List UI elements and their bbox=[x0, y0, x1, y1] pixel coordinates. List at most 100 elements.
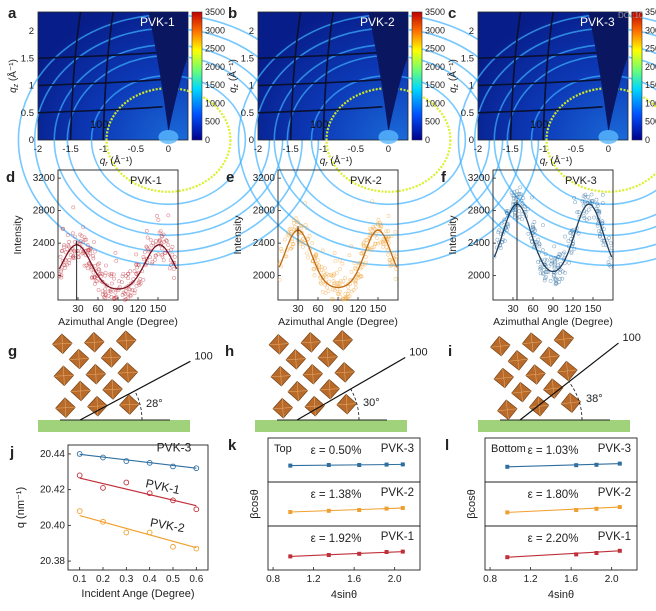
data-point bbox=[108, 288, 113, 293]
data-point bbox=[368, 231, 373, 236]
colorbar-tick: 3000 bbox=[205, 25, 225, 35]
fit-line bbox=[507, 462, 622, 468]
data-point bbox=[149, 243, 154, 248]
data-point bbox=[572, 246, 577, 251]
data-point bbox=[311, 267, 316, 271]
x-tick-label: 2.0 bbox=[388, 574, 402, 585]
data-point bbox=[172, 254, 177, 259]
y-tick-label: 1 bbox=[29, 81, 34, 92]
x-tick-label: -1 bbox=[99, 144, 107, 155]
octahedron-edge bbox=[84, 341, 105, 343]
octahedron bbox=[70, 380, 91, 402]
data-point bbox=[120, 293, 125, 297]
octahedron-edge bbox=[85, 373, 106, 375]
data-point bbox=[376, 217, 381, 222]
data-point bbox=[144, 228, 149, 233]
data-point bbox=[517, 215, 522, 219]
octahedron-edge bbox=[508, 358, 528, 362]
data-point bbox=[141, 255, 146, 259]
data-point bbox=[594, 197, 599, 202]
strain-label: ε = 2.20% bbox=[528, 533, 579, 545]
plane-normal-line bbox=[519, 342, 619, 421]
data-point bbox=[595, 201, 600, 206]
octahedron-edge bbox=[511, 390, 532, 394]
data-point bbox=[572, 195, 577, 200]
data-point bbox=[562, 250, 567, 255]
azimuthal-plot-e: e 30 60 90 120 150 2000 2400 2800 3200 PVK-2 Azimut… bbox=[226, 169, 399, 328]
data-point bbox=[113, 290, 118, 295]
octahedron bbox=[68, 348, 90, 370]
data-point bbox=[393, 276, 398, 281]
data-point bbox=[96, 267, 101, 272]
x-axis-label: 4sinθ bbox=[548, 589, 574, 601]
data-point bbox=[597, 209, 602, 214]
data-point bbox=[160, 254, 165, 259]
ring-label: 100 bbox=[310, 119, 328, 131]
data-point bbox=[352, 278, 357, 283]
data-point bbox=[332, 251, 337, 255]
data-point bbox=[320, 248, 325, 253]
data-point bbox=[171, 267, 176, 272]
octahedron-edge bbox=[70, 390, 91, 392]
data-point bbox=[123, 458, 130, 464]
colorbar-tick: 0 bbox=[645, 135, 650, 145]
y-tick-label: 2800 bbox=[468, 206, 491, 217]
data-point bbox=[100, 518, 106, 525]
wh-plot-k: k PVK-3 ε = 0.50% PVK-2 ε = 1.38% PVK-1 ε = 1.… bbox=[228, 437, 421, 601]
data-point bbox=[136, 280, 141, 285]
colorbar-tick: 2500 bbox=[425, 44, 445, 54]
data-point bbox=[68, 253, 73, 257]
data-point bbox=[76, 472, 83, 479]
x-tick-label: 60 bbox=[92, 304, 104, 315]
data-point bbox=[307, 233, 312, 238]
data-point bbox=[326, 553, 331, 557]
qr-gridline bbox=[542, 11, 555, 141]
data-point bbox=[357, 463, 362, 467]
octahedron-edge bbox=[69, 358, 89, 360]
data-point bbox=[312, 267, 317, 272]
y-tick-label: 1 bbox=[249, 81, 254, 92]
x-tick-label: 150 bbox=[370, 304, 387, 315]
colorbar-tick: 1500 bbox=[425, 80, 445, 90]
beamstop-glow bbox=[158, 130, 179, 144]
octahedron bbox=[511, 381, 532, 403]
data-point bbox=[84, 237, 89, 242]
data-point bbox=[323, 266, 327, 271]
x-tick-label: 1.6 bbox=[564, 574, 578, 585]
data-point bbox=[156, 218, 161, 222]
octahedron bbox=[287, 380, 309, 402]
octahedron bbox=[319, 378, 341, 400]
data-point bbox=[346, 294, 351, 299]
x-tick-label: 60 bbox=[312, 304, 324, 315]
data-point bbox=[103, 273, 107, 278]
octahedron bbox=[332, 330, 354, 351]
qr-gridline bbox=[69, 11, 82, 141]
data-point bbox=[583, 192, 588, 197]
data-point bbox=[123, 289, 128, 293]
data-point bbox=[123, 479, 130, 486]
data-point bbox=[346, 284, 350, 289]
colorbar bbox=[411, 11, 423, 141]
y-tick-label: 2 bbox=[29, 26, 34, 37]
data-point bbox=[542, 268, 546, 272]
data-point bbox=[381, 241, 386, 246]
data-point bbox=[146, 460, 153, 466]
plot-frame bbox=[267, 525, 421, 571]
data-point bbox=[554, 276, 558, 281]
data-point bbox=[505, 510, 510, 515]
qz-gridline bbox=[477, 105, 603, 114]
data-point bbox=[146, 529, 153, 536]
x-tick-label: 150 bbox=[150, 304, 167, 315]
schematic-i: i 100 38° bbox=[448, 328, 641, 432]
data-point bbox=[76, 508, 83, 514]
series-label: PVK-2 bbox=[381, 487, 414, 499]
data-point bbox=[59, 267, 64, 272]
data-point bbox=[114, 258, 119, 263]
strain-label: ε = 1.92% bbox=[311, 533, 362, 545]
fit-line bbox=[507, 550, 622, 558]
missing-wedge bbox=[148, 12, 188, 132]
data-point bbox=[299, 226, 303, 231]
data-point bbox=[71, 254, 76, 259]
x-axis-label: Incident Ange (Degree) bbox=[81, 588, 194, 600]
